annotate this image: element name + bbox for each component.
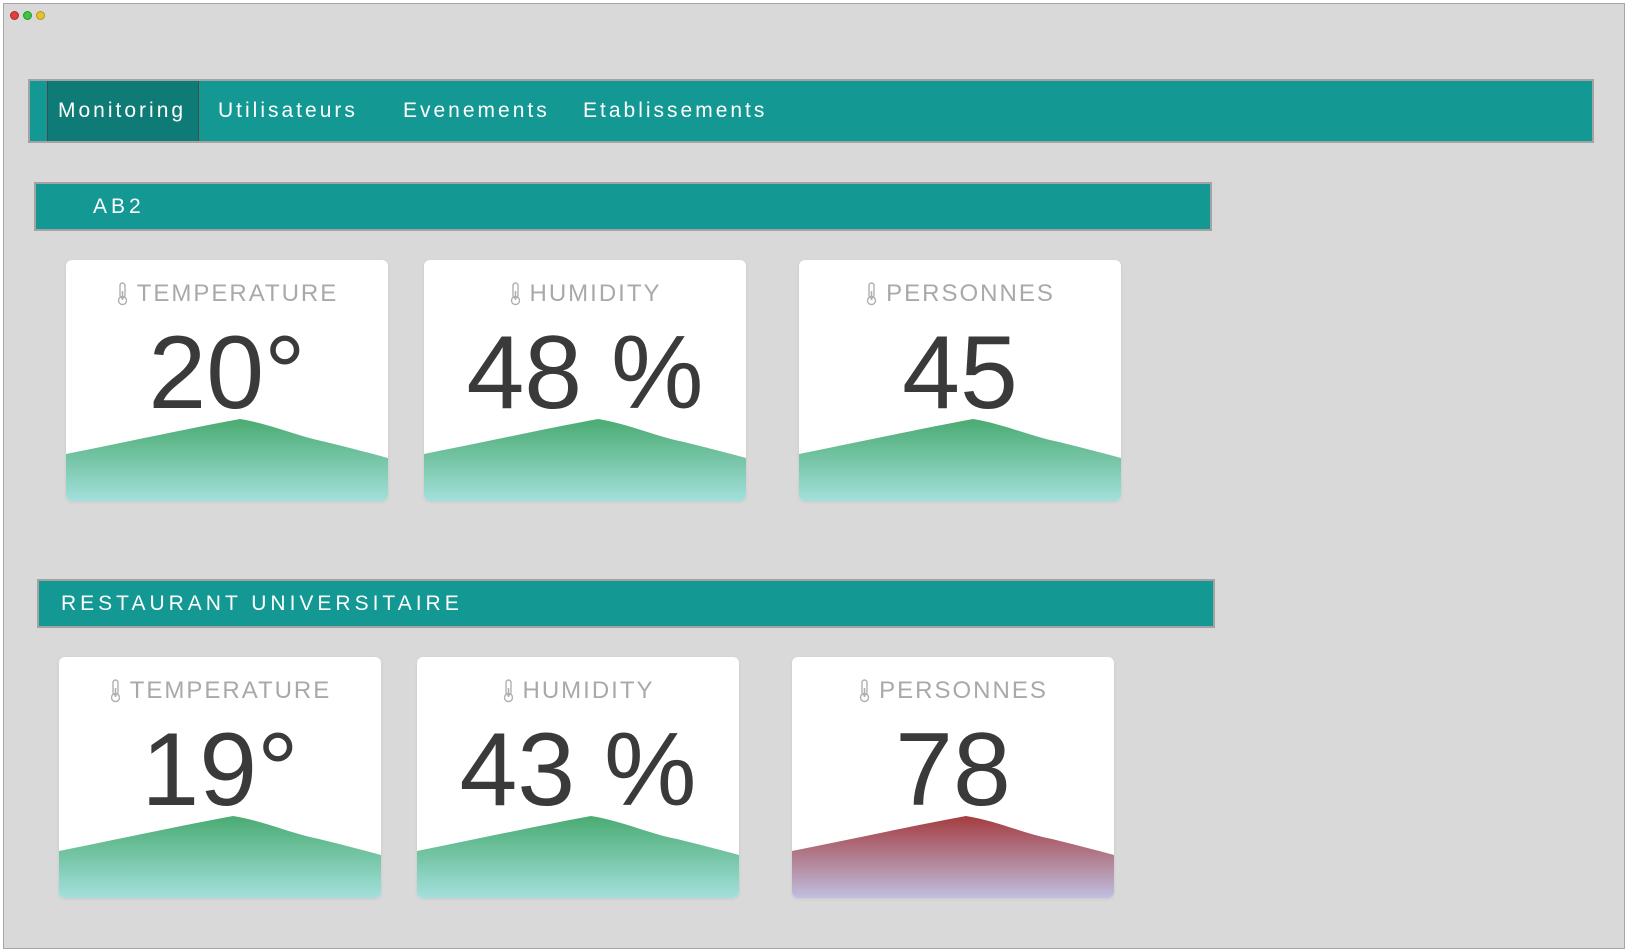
card-header: TEMPERATURE [59, 677, 381, 705]
card-header: TEMPERATURE [66, 280, 388, 308]
thermometer-icon [110, 679, 120, 703]
wave-graphic [59, 816, 381, 898]
metric-card-personnes: PERSONNES 45 [799, 260, 1121, 501]
metric-card-humidity: HUMIDITY 43 % [417, 657, 739, 898]
card-value: 43 % [459, 712, 697, 828]
section-title: RESTAURANT UNIVERSITAIRE [61, 592, 463, 615]
card-label: TEMPERATURE [136, 280, 339, 307]
metric-card-humidity: HUMIDITY 48 % [424, 260, 746, 501]
card-header: HUMIDITY [424, 280, 746, 308]
section-title-bar: RESTAURANT UNIVERSITAIRE [37, 579, 1215, 628]
window-controls [10, 11, 45, 20]
main-navbar: Monitoring Utilisateurs Evenements Etabl… [28, 79, 1594, 143]
card-value: 48 % [466, 315, 704, 431]
wave-graphic [424, 419, 746, 501]
wave-graphic [799, 419, 1121, 501]
wave-graphic [792, 816, 1114, 898]
section-title: AB2 [93, 195, 145, 218]
card-label: PERSONNES [886, 280, 1055, 307]
metric-card-personnes: PERSONNES 78 [792, 657, 1114, 898]
app-window: Monitoring Utilisateurs Evenements Etabl… [3, 3, 1625, 949]
thermometer-icon [503, 679, 513, 703]
nav-item-monitoring[interactable]: Monitoring [47, 81, 199, 141]
card-value: 19° [141, 712, 299, 828]
section-title-bar: AB2 [34, 182, 1212, 231]
thermometer-icon [866, 282, 877, 306]
thermometer-icon [117, 282, 127, 306]
maximize-window-button[interactable] [23, 11, 32, 20]
card-header: HUMIDITY [417, 677, 739, 705]
card-label: TEMPERATURE [129, 677, 332, 704]
nav-item-evenements[interactable]: Evenements [403, 99, 550, 122]
card-value: 78 [895, 712, 1011, 828]
card-value: 20° [148, 315, 306, 431]
card-label: PERSONNES [879, 677, 1048, 704]
nav-item-utilisateurs[interactable]: Utilisateurs [218, 99, 358, 122]
card-header: PERSONNES [799, 280, 1121, 308]
nav-item-etablissements[interactable]: Etablissements [583, 99, 768, 122]
card-header: PERSONNES [792, 677, 1114, 705]
metric-card-temperature: TEMPERATURE 20° [66, 260, 388, 501]
thermometer-icon [859, 679, 870, 703]
card-label: HUMIDITY [529, 280, 662, 307]
card-value: 45 [902, 315, 1018, 431]
wave-graphic [66, 419, 388, 501]
thermometer-icon [510, 282, 520, 306]
card-label: HUMIDITY [522, 677, 655, 704]
wave-graphic [417, 816, 739, 898]
metric-card-temperature: TEMPERATURE 19° [59, 657, 381, 898]
close-window-button[interactable] [10, 11, 19, 20]
minimize-window-button[interactable] [36, 11, 45, 20]
